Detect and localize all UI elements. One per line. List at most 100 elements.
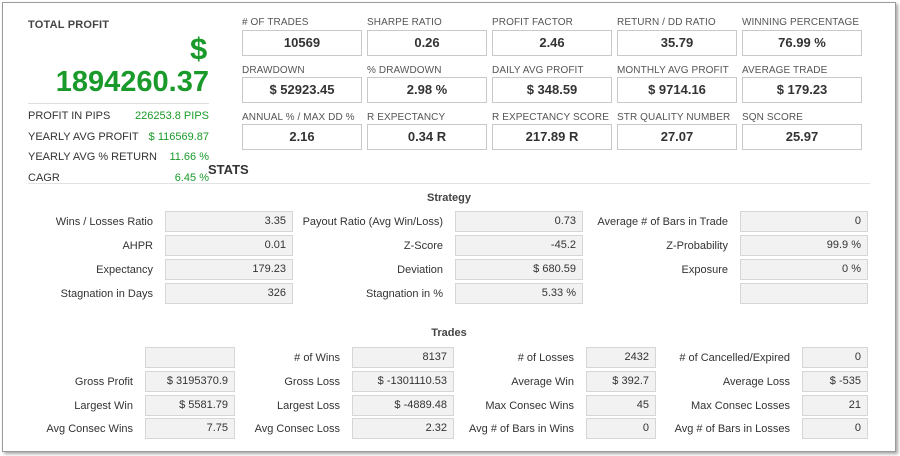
yearly-avg-return-label: YEARLY AVG % RETURN: [28, 151, 157, 163]
stat-label: Z-Probability: [666, 240, 728, 252]
metric-value: 2.98 %: [367, 77, 487, 103]
metric-label: AVERAGE TRADE: [742, 65, 828, 76]
metric-value: 25.97: [742, 124, 862, 150]
stat-label: Stagnation in Days: [60, 288, 153, 300]
stat-value: [740, 283, 868, 304]
stats-heading: STATS: [208, 162, 249, 177]
trade-value: 2.32: [352, 418, 454, 439]
stat-label: Wins / Losses Ratio: [55, 216, 153, 228]
metric-value: $ 348.59: [492, 77, 612, 103]
strategy-heading: Strategy: [426, 192, 472, 204]
stat-label: Average # of Bars in Trade: [597, 216, 728, 228]
stat-value: 326: [165, 283, 293, 304]
trade-label: Max Consec Losses: [690, 400, 790, 412]
metric-value: $ 179.23: [742, 77, 862, 103]
trade-value: 21: [802, 395, 868, 416]
trade-label: # of Wins: [294, 352, 340, 364]
trade-value: 0: [586, 418, 656, 439]
metric-label: WINNING PERCENTAGE: [742, 17, 860, 28]
metric-label: MONTHLY AVG PROFIT: [617, 65, 729, 76]
stat-label: Payout Ratio (Avg Win/Loss): [302, 216, 443, 228]
trade-label: Avg Consec Wins: [46, 423, 133, 435]
metric-value: 0.26: [367, 30, 487, 56]
stat-value: 3.35: [165, 211, 293, 232]
trade-value: $ 3195370.9: [145, 371, 235, 392]
trade-value: 0: [802, 347, 868, 368]
metric-label: DAILY AVG PROFIT: [492, 65, 584, 76]
metric-label: SQN SCORE: [742, 112, 803, 123]
metric-label: DRAWDOWN: [242, 65, 305, 76]
trade-label: [28, 347, 133, 369]
metric-label: SHARPE RATIO: [367, 17, 442, 28]
stat-value: 0.73: [455, 211, 583, 232]
total-profit-value: 1894260.37: [55, 66, 209, 98]
trade-label: Gross Loss: [284, 376, 340, 388]
trade-label: Max Consec Wins: [485, 400, 574, 412]
metric-value: 217.89 R: [492, 124, 612, 150]
stat-value: 5.33 %: [455, 283, 583, 304]
stat-label: Exposure: [681, 264, 728, 276]
metric-value: 2.16: [242, 124, 362, 150]
stat-value: 0: [740, 211, 868, 232]
trade-value: $ -535: [802, 371, 868, 392]
stat-value: 0.01: [165, 235, 293, 256]
trade-label: Avg Consec Loss: [254, 423, 340, 435]
yearly-avg-profit-value: $ 116569.87: [148, 131, 209, 143]
trade-label: Avg # of Bars in Losses: [674, 423, 790, 435]
divider: [28, 103, 209, 104]
stat-value: $ 680.59: [455, 259, 583, 280]
stat-label: Z-Score: [403, 240, 443, 252]
total-profit-label: TOTAL PROFIT: [28, 19, 110, 31]
trade-value: 0: [802, 418, 868, 439]
trade-label: # of Losses: [517, 352, 574, 364]
metric-value: 10569: [242, 30, 362, 56]
trade-label: Avg # of Bars in Wins: [469, 423, 574, 435]
metric-label: R EXPECTANCY SCORE: [492, 112, 610, 123]
stat-value: -45.2: [455, 235, 583, 256]
trade-value: 45: [586, 395, 656, 416]
metric-label: % DRAWDOWN: [367, 65, 442, 76]
trade-value: 2432: [586, 347, 656, 368]
trade-value: 8137: [352, 347, 454, 368]
stat-label: Deviation: [397, 264, 443, 276]
trade-value: 7.75: [145, 418, 235, 439]
trade-value: $ 392.7: [586, 371, 656, 392]
trade-label: # of Cancelled/Expired: [679, 352, 790, 364]
metric-value: 0.34 R: [367, 124, 487, 150]
cagr-row: CAGR 6.45 %: [28, 170, 209, 188]
cagr-label: CAGR: [28, 172, 60, 184]
trade-value: $ -4889.48: [352, 395, 454, 416]
yearly-avg-return-row: YEARLY AVG % RETURN 11.66 %: [28, 149, 209, 167]
profit-in-pips-row: PROFIT IN PIPS 226253.8 PIPS: [28, 108, 209, 126]
metric-value: 2.46: [492, 30, 612, 56]
stat-label: Expectancy: [96, 264, 153, 276]
cagr-value: 6.45 %: [174, 172, 209, 184]
trade-label: Largest Loss: [277, 400, 340, 412]
metric-value: 27.07: [617, 124, 737, 150]
profit-in-pips-label: PROFIT IN PIPS: [28, 110, 111, 122]
divider: [28, 183, 870, 184]
metric-label: ANNUAL % / MAX DD %: [242, 112, 355, 123]
profit-in-pips-value: 226253.8 PIPS: [134, 110, 209, 122]
metric-label: # OF TRADES: [242, 17, 309, 28]
trade-label: Largest Win: [74, 400, 133, 412]
yearly-avg-profit-label: YEARLY AVG PROFIT: [28, 131, 139, 143]
stat-value: 99.9 %: [740, 235, 868, 256]
metric-label: RETURN / DD RATIO: [617, 17, 716, 28]
trade-value: [145, 347, 235, 368]
stat-label: AHPR: [122, 240, 153, 252]
yearly-avg-return-value: 11.66 %: [169, 151, 209, 163]
trade-value: $ -1301110.53: [352, 371, 454, 392]
stat-label: [585, 283, 728, 305]
metric-label: PROFIT FACTOR: [492, 17, 573, 28]
stat-value: 0 %: [740, 259, 868, 280]
metric-value: $ 52923.45: [242, 77, 362, 103]
trades-heading: Trades: [431, 327, 467, 339]
stat-label: Stagnation in %: [365, 288, 443, 300]
trade-value: $ 5581.79: [145, 395, 235, 416]
metric-label: STR QUALITY NUMBER: [617, 112, 731, 123]
trade-label: Average Loss: [722, 376, 790, 388]
yearly-avg-profit-row: YEARLY AVG PROFIT $ 116569.87: [28, 129, 209, 147]
stat-value: 179.23: [165, 259, 293, 280]
metric-value: $ 9714.16: [617, 77, 737, 103]
